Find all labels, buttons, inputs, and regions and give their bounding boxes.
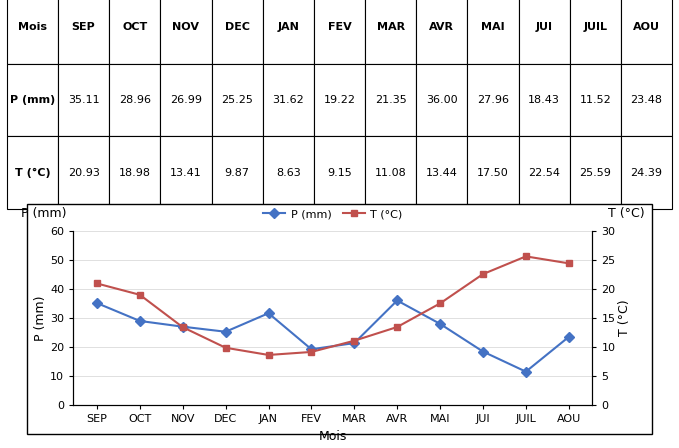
T (°C) xyxy=(393,324,401,330)
P (mm) xyxy=(521,369,530,375)
T (°C) xyxy=(93,281,101,286)
T (°C) xyxy=(221,345,230,350)
T (°C) xyxy=(350,338,359,344)
P (mm) xyxy=(221,329,230,334)
T (°C) xyxy=(136,292,144,297)
T (°C) xyxy=(308,349,316,355)
P (mm) xyxy=(565,334,573,340)
Text: P (mm): P (mm) xyxy=(22,207,67,220)
Line: P (mm): P (mm) xyxy=(94,297,572,375)
T (°C) xyxy=(521,254,530,259)
P (mm) xyxy=(308,347,316,352)
Text: T (°C): T (°C) xyxy=(608,207,644,220)
T (°C) xyxy=(264,352,272,358)
P (mm) xyxy=(179,324,187,329)
T (°C) xyxy=(565,261,573,266)
P (mm) xyxy=(393,298,401,303)
Line: T (°C): T (°C) xyxy=(94,253,572,358)
P (mm) xyxy=(93,301,101,306)
T (°C) xyxy=(436,301,444,306)
Legend: P (mm), T (°C): P (mm), T (°C) xyxy=(259,205,407,224)
P (mm) xyxy=(350,340,359,346)
Y-axis label: T (°C): T (°C) xyxy=(619,300,631,336)
P (mm) xyxy=(264,310,272,316)
P (mm) xyxy=(479,349,487,354)
T (°C) xyxy=(179,324,187,330)
P (mm) xyxy=(136,318,144,323)
Y-axis label: P (mm): P (mm) xyxy=(35,295,48,340)
P (mm) xyxy=(436,321,444,327)
T (°C) xyxy=(479,271,487,277)
X-axis label: Mois: Mois xyxy=(318,430,347,443)
FancyBboxPatch shape xyxy=(26,204,653,434)
